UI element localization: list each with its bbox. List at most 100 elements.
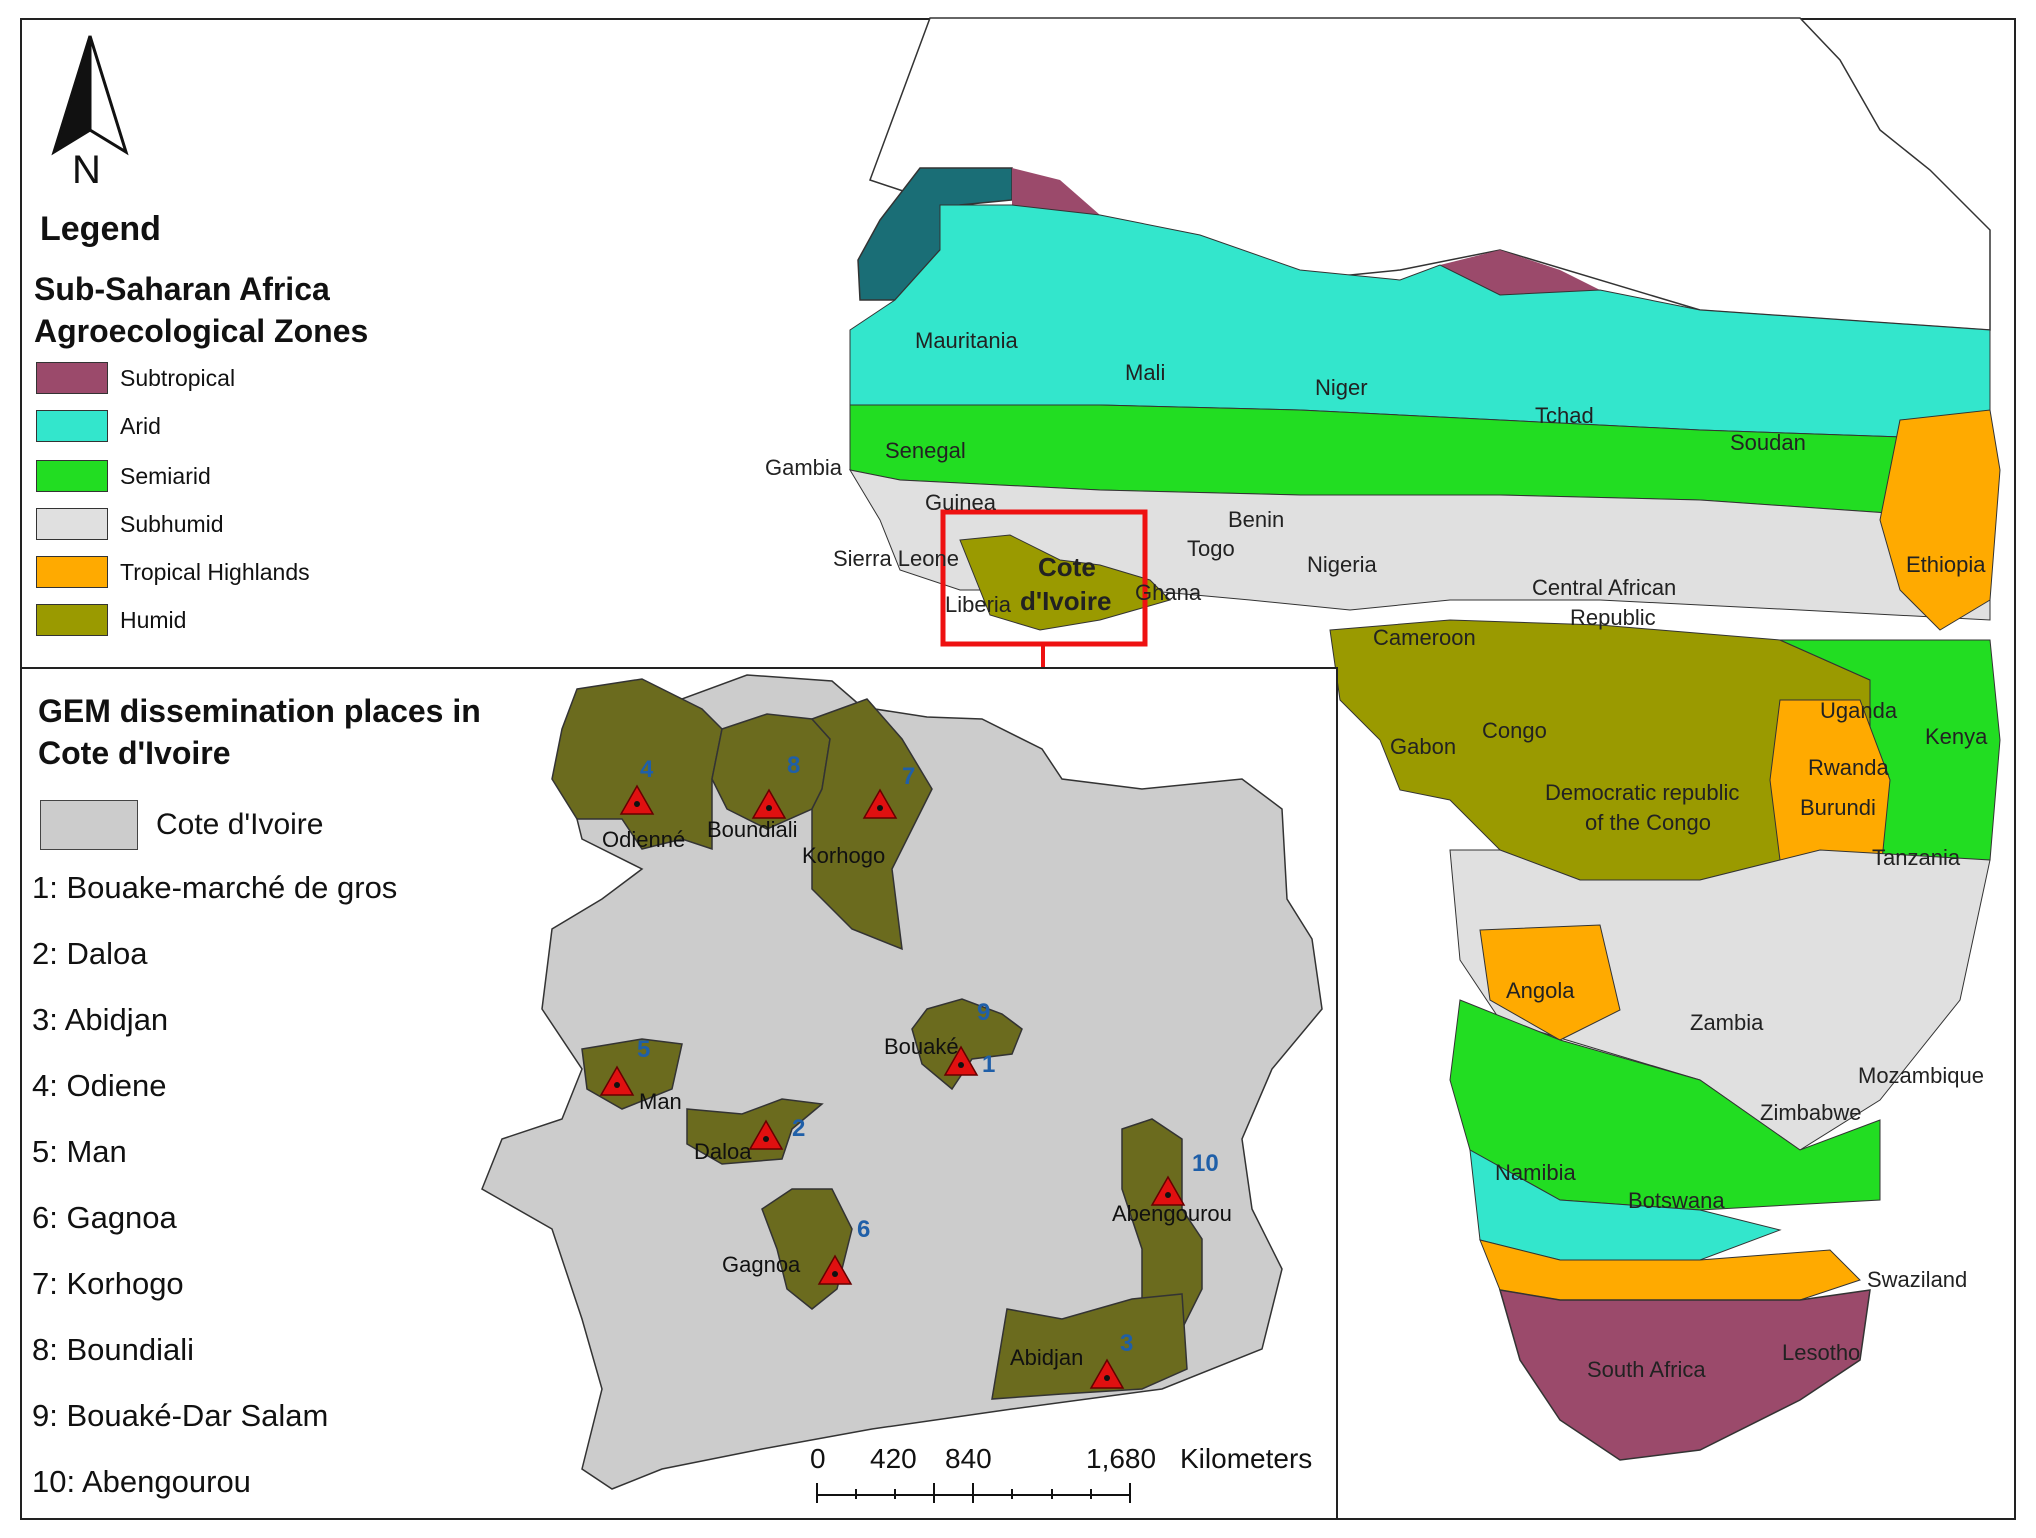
inset-label-korhogo: Korhogo <box>802 843 885 868</box>
inset-number-1: 1 <box>982 1051 995 1078</box>
north-letter: N <box>72 148 101 192</box>
cote-divoire-map: Odienné Boundiali Korhogo Bouaké Man Dal… <box>481 674 1323 1503</box>
legend-zone-label: Semiarid <box>120 462 211 489</box>
country-label-gambia: Gambia <box>765 455 843 480</box>
inset-label-bouake: Bouaké <box>884 1034 959 1059</box>
legend-swatch <box>36 604 108 636</box>
dissemination-markers <box>599 784 1186 1389</box>
country-label-kenya: Kenya <box>1925 724 1988 749</box>
place-item: 6: Gagnoa <box>32 1200 177 1235</box>
place-item: 2: Daloa <box>32 936 148 971</box>
country-label-cameroon: Cameroon <box>1373 625 1476 650</box>
country-label-guinea: Guinea <box>925 490 997 515</box>
marker-triangle-icon <box>748 1119 784 1150</box>
cote-divoire-outline <box>481 674 1323 1490</box>
humid-west-coast <box>959 534 1171 631</box>
legend-title: Legend <box>40 210 161 248</box>
country-label-uganda: Uganda <box>1820 698 1898 723</box>
inset-map-panel: Odienné Boundiali Korhogo Bouaké Man Dal… <box>20 667 1338 1520</box>
place-item: 10: Abengourou <box>32 1464 251 1499</box>
place-item: 1: Bouake-marché de gros <box>32 870 398 905</box>
north-arrow-icon <box>51 35 129 156</box>
country-label-gabon: Gabon <box>1390 734 1456 759</box>
region-abidjan <box>991 1293 1188 1400</box>
inset-label-daloa: Daloa <box>694 1139 752 1164</box>
country-label-congo: Congo <box>1482 718 1547 743</box>
scale-tick-840: 840 <box>945 1443 992 1474</box>
inset-number-4: 4 <box>640 756 654 783</box>
region-bouake <box>911 998 1023 1091</box>
marker-dot <box>958 1062 964 1068</box>
legend-zone-row: Subtropical <box>36 360 235 396</box>
legend-zone-label: Subhumid <box>120 510 224 537</box>
country-label-angola: Angola <box>1506 978 1575 1003</box>
legend-swatch <box>36 410 108 442</box>
country-label-burundi: Burundi <box>1800 795 1876 820</box>
country-label-rwanda: Rwanda <box>1808 755 1889 780</box>
legend-zone-row: Semiarid <box>36 458 211 494</box>
legend-zone-row: Humid <box>36 602 186 638</box>
marker-dot <box>614 1082 620 1088</box>
scale-bar <box>816 1483 1131 1503</box>
inset-number-2: 2 <box>792 1115 805 1142</box>
inset-number-7: 7 <box>902 763 915 790</box>
legend-zone-label: Tropical Highlands <box>120 558 310 585</box>
legend-zone-row: Tropical Highlands <box>36 554 310 590</box>
legend-swatch <box>36 362 108 394</box>
legend-swatch <box>36 556 108 588</box>
legend-zone-label: Arid <box>120 412 161 439</box>
legend-zone-label: Subtropical <box>120 364 236 391</box>
country-label-benin: Benin <box>1228 507 1284 532</box>
country-label-mozambique: Mozambique <box>1858 1063 1984 1088</box>
marker-triangle-icon <box>817 1254 853 1285</box>
cote-divoire-legend-label: Cote d'Ivoire <box>156 808 324 841</box>
place-item: 7: Korhogo <box>32 1266 184 1301</box>
arid-belt <box>849 204 1991 441</box>
country-label-soudan: Soudan <box>1730 430 1806 455</box>
inset-number-9: 9 <box>977 999 990 1026</box>
country-label-togo: Togo <box>1187 536 1235 561</box>
marker-dot <box>1104 1375 1110 1381</box>
marker-dot <box>832 1271 838 1277</box>
country-label-senegal: Senegal <box>885 438 966 463</box>
country-label-botswana: Botswana <box>1628 1188 1725 1213</box>
scale-tick-420: 420 <box>870 1443 917 1474</box>
marker-triangle-icon <box>619 784 655 815</box>
country-label-liberia: Liberia <box>945 592 1012 617</box>
country-label-ethiopia: Ethiopia <box>1906 552 1986 577</box>
country-label-tchad: Tchad <box>1535 403 1594 428</box>
place-item: 5: Man <box>32 1134 127 1169</box>
country-label-car-2: Republic <box>1570 605 1656 630</box>
place-item: 8: Boundiali <box>32 1332 195 1367</box>
marker-triangle-icon <box>599 1065 635 1096</box>
inset-label-boundiali: Boundiali <box>707 817 798 842</box>
subtropical-north-strip-2 <box>1440 250 1600 295</box>
region-daloa <box>686 1098 824 1165</box>
inset-label-man: Man <box>639 1089 682 1114</box>
semiarid-southern <box>1449 999 1881 1211</box>
inset-label-gagnoa: Gagnoa <box>722 1252 801 1277</box>
country-label-nigeria: Nigeria <box>1307 552 1377 577</box>
inset-number-5: 5 <box>637 1036 650 1063</box>
marker-dot <box>763 1136 769 1142</box>
country-label-cote: Cote <box>1038 552 1096 582</box>
marker-triangle-icon <box>751 788 787 819</box>
scale-tick-1680: 1,680 <box>1086 1443 1156 1474</box>
legend-swatch <box>36 460 108 492</box>
country-label-ghana: Ghana <box>1135 580 1202 605</box>
scale-tick-0: 0 <box>810 1443 826 1474</box>
region-korhogo <box>810 698 933 951</box>
legend-swatch <box>36 508 108 540</box>
country-label-drc-1: Democratic republic <box>1545 780 1739 805</box>
cote-divoire-swatch <box>40 800 138 850</box>
country-label-south-africa: South Africa <box>1587 1357 1706 1382</box>
place-item: 3: Abidjan <box>32 1002 169 1037</box>
marker-dot <box>1165 1192 1171 1198</box>
subtropical-south-africa <box>1498 1289 1871 1461</box>
country-label-zambia: Zambia <box>1690 1010 1764 1035</box>
legend-zone-row: Arid <box>36 408 161 444</box>
scale-unit: Kilometers <box>1180 1443 1312 1474</box>
country-label-divoire: d'Ivoire <box>1020 586 1111 616</box>
marker-triangle-icon <box>862 788 898 819</box>
